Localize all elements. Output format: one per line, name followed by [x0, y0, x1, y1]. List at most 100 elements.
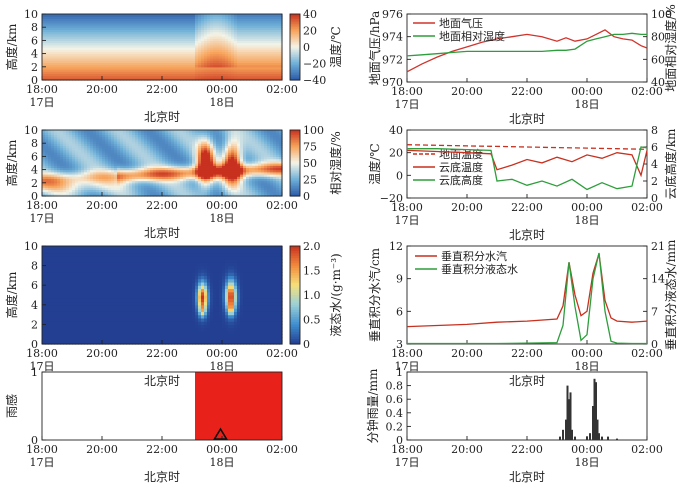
rh_profile-cell	[90, 182, 94, 186]
temp_profile-cell	[144, 25, 148, 28]
rh_profile-cell	[219, 132, 223, 135]
rh_profile-cell	[261, 141, 265, 144]
rh_profile-cell	[168, 130, 172, 133]
rh_profile-cell	[78, 191, 82, 195]
rh_profile-cell	[249, 191, 253, 195]
temp_profile-cell	[156, 51, 160, 55]
rh_profile-cell	[174, 176, 178, 179]
temp_profile-cell	[165, 51, 169, 55]
temp_profile-cell	[177, 16, 181, 19]
temp_profile-cell	[279, 29, 283, 33]
rh_profile-cell	[81, 178, 85, 182]
rh_profile-cell	[237, 169, 241, 173]
rh_profile-cell	[69, 191, 73, 195]
temp_profile-cell	[42, 42, 46, 46]
temp_profile-cell	[132, 22, 136, 26]
rh_profile-cell	[279, 174, 283, 177]
rh_profile-cell	[189, 163, 193, 166]
temp_profile-cell	[273, 33, 277, 37]
temp_profile-cell	[78, 73, 82, 77]
rh_profile-cell	[123, 171, 127, 175]
rh_profile-cell	[165, 165, 169, 168]
rh_profile-cell	[129, 167, 133, 171]
temp_profile-cell	[183, 44, 187, 48]
rh_profile-cell	[45, 160, 49, 164]
temp_profile-cell	[249, 40, 253, 44]
temp_profile-cell	[66, 42, 70, 46]
temp_profile-cell	[198, 22, 202, 26]
rh_profile-cell	[93, 176, 97, 179]
rh_profile-cell	[162, 145, 166, 149]
temp_profile-cell	[189, 51, 193, 55]
temp_profile-cell	[120, 58, 124, 61]
temp_profile-cell	[60, 75, 64, 79]
temp_profile-cell	[210, 36, 214, 39]
temp_profile-cell	[255, 47, 259, 50]
temp_profile-cell	[66, 29, 70, 33]
temp_profile-cell	[150, 58, 154, 61]
rh_profile-cell	[228, 180, 232, 184]
temp_profile-cell	[171, 29, 175, 33]
temp_profile-cell	[207, 51, 211, 55]
rh_profile-cell	[234, 152, 238, 155]
rh_profile-cell	[255, 154, 259, 157]
rh_profile-cell	[228, 167, 232, 171]
temp_profile-colorbar-step	[290, 66, 300, 70]
rh_profile-cell	[237, 154, 241, 157]
rh_profile-cell	[261, 185, 265, 188]
temp_profile-cell	[216, 64, 220, 68]
rh_profile-cell	[255, 156, 259, 160]
temp_profile-cell	[270, 49, 274, 52]
rh_profile-cell	[108, 141, 112, 144]
rh_profile-cell	[276, 191, 280, 195]
temp_profile-cell	[150, 62, 154, 66]
rh_profile-cell	[264, 149, 268, 153]
rh_profile-cell	[273, 156, 277, 160]
rh_profile-cell	[273, 189, 277, 193]
rh_profile-cell	[192, 191, 196, 195]
temp_profile-cell	[150, 33, 154, 37]
temp_profile-cell	[237, 51, 241, 55]
temp_profile-cell	[123, 25, 127, 28]
temp_profile-cell	[72, 66, 76, 70]
rh_profile-cell	[117, 156, 121, 160]
temp_profile-cell	[99, 40, 103, 44]
rh_profile-cell	[207, 141, 211, 144]
rh_profile-cell	[156, 167, 160, 171]
temp_profile-cell	[153, 22, 157, 26]
temp_profile-cell	[93, 66, 97, 70]
temp_profile-cell	[228, 40, 232, 44]
temp_profile-cell	[144, 73, 148, 77]
rh_profile-cell	[270, 176, 274, 179]
temp_profile-cell	[156, 55, 160, 59]
rh_profile-cell	[81, 147, 85, 151]
temp_profile-cell	[162, 53, 166, 57]
temp_profile-cell	[246, 77, 250, 81]
rh_profile-cell	[264, 136, 268, 140]
temp_profile-cell	[195, 60, 199, 63]
rh_profile-cell	[222, 171, 226, 175]
rh_profile-cell	[276, 134, 280, 138]
temp_profile-cell	[180, 36, 184, 39]
temp_profile-cell	[69, 36, 73, 39]
temp_profile-cell	[201, 51, 205, 55]
rh_profile-cell	[279, 141, 283, 144]
temp_profile-cell	[51, 20, 55, 24]
rh_profile-cell	[90, 180, 94, 184]
rh_profile-cell	[45, 147, 49, 151]
rh_profile-cell	[150, 134, 154, 138]
temp_profile-cell	[183, 27, 187, 30]
rh_profile-cell	[171, 163, 175, 166]
rh_profile-cell	[165, 163, 169, 166]
rh_profile-cell	[231, 180, 235, 184]
rh_profile-cell	[246, 185, 250, 188]
rh_profile-cell	[48, 174, 52, 177]
temp_profile-cell	[126, 14, 130, 17]
rh_profile-cell	[201, 180, 205, 184]
temp_profile-cell	[132, 51, 136, 55]
temp_profile-cell	[102, 20, 106, 24]
rh_profile-cell	[270, 169, 274, 173]
rh_profile-cell	[246, 174, 250, 177]
temp_profile-cell	[72, 18, 76, 22]
rh_profile-cell	[111, 182, 115, 186]
